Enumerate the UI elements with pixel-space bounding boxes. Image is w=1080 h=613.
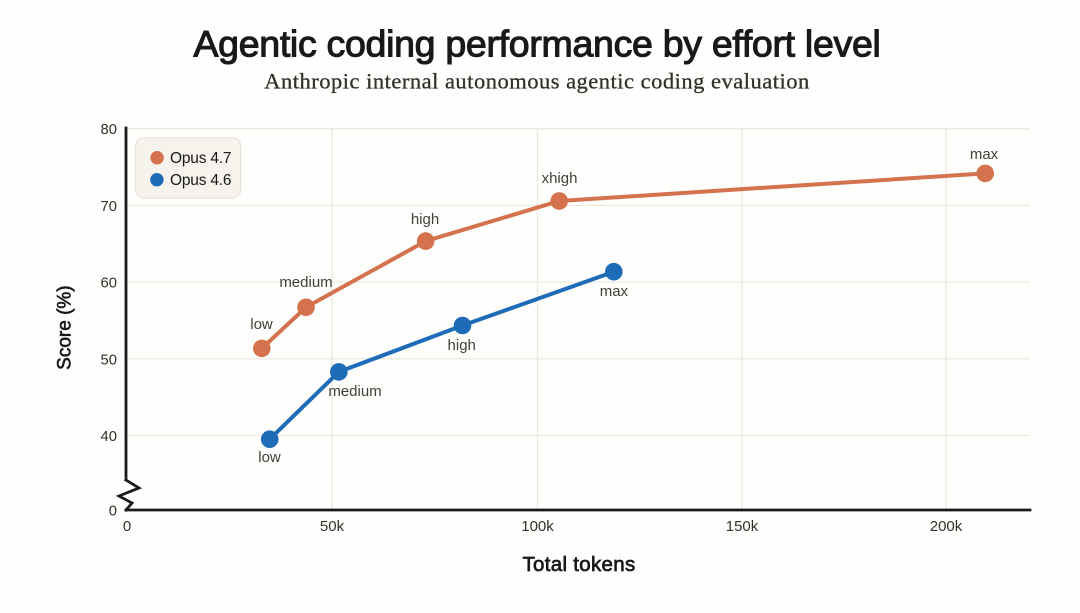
svg-text:150k: 150k	[726, 518, 759, 535]
svg-text:medium: medium	[279, 274, 332, 291]
svg-text:60: 60	[101, 276, 117, 292]
svg-text:100k: 100k	[521, 518, 554, 535]
svg-text:Opus 4.7: Opus 4.7	[170, 150, 231, 167]
svg-text:Agentic coding performance by: Agentic coding performance by effort lev…	[193, 23, 880, 65]
svg-text:max: max	[600, 283, 629, 300]
svg-text:80: 80	[101, 122, 117, 138]
svg-text:Anthropic internal autonomous: Anthropic internal autonomous agentic co…	[264, 69, 809, 94]
svg-text:40: 40	[101, 429, 117, 445]
svg-text:medium: medium	[328, 383, 381, 400]
svg-text:low: low	[258, 449, 281, 466]
svg-text:0: 0	[123, 518, 131, 535]
svg-text:max: max	[970, 146, 999, 163]
svg-text:200k: 200k	[930, 518, 963, 535]
svg-text:Score (%): Score (%)	[55, 285, 76, 369]
svg-text:Opus 4.6: Opus 4.6	[170, 172, 231, 189]
svg-text:xhigh: xhigh	[542, 170, 578, 187]
svg-text:high: high	[448, 337, 476, 354]
svg-text:high: high	[411, 211, 439, 228]
svg-text:50k: 50k	[320, 518, 345, 535]
svg-text:70: 70	[101, 199, 117, 215]
svg-text:50: 50	[101, 352, 117, 368]
svg-text:Total tokens: Total tokens	[523, 553, 636, 576]
svg-text:low: low	[250, 316, 273, 333]
svg-text:0: 0	[109, 504, 117, 520]
